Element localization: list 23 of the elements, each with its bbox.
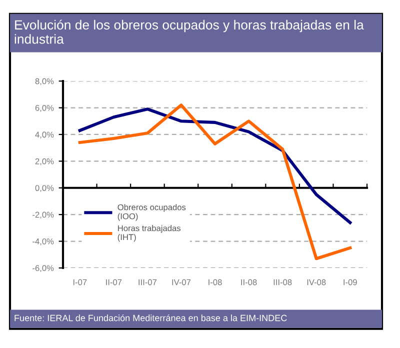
x-tick-label: III-07 — [138, 279, 157, 286]
y-tick-label: 8,0% — [35, 78, 54, 86]
legend-label: Horas trabajadas (IHT) — [118, 225, 181, 242]
legend-label: Obreros ocupados (IOO) — [118, 204, 186, 221]
y-tick-label: 4,0% — [35, 132, 54, 139]
source-note: Fuente: IERAL de Fundación Mediterránea en base a la EIM-INDEC — [14, 314, 287, 322]
x-tick-label: I-07 — [73, 279, 87, 286]
y-tick-label: 6,0% — [35, 104, 54, 112]
x-tick-label: II-07 — [106, 279, 122, 286]
line-series — [78, 104, 352, 260]
y-tick-label: 2,0% — [35, 158, 54, 166]
x-tick-label: II-08 — [241, 279, 257, 286]
line-series — [78, 108, 352, 224]
x-tick-label: I-08 — [208, 279, 222, 286]
x-tick-label: IV-08 — [307, 279, 326, 286]
y-tick-label: -6,0% — [32, 265, 54, 272]
x-tick-label: IV-07 — [172, 279, 191, 286]
y-tick-label: -2,0% — [32, 212, 54, 219]
x-tick-label: I-09 — [344, 279, 357, 286]
x-tick-label: III-08 — [274, 279, 292, 286]
y-tick-label: -4,0% — [32, 238, 54, 246]
chart-title: Evolución de los obreros ocupados y horas trabajadas en la industria — [14, 20, 364, 44]
y-tick-label: 0,0% — [35, 185, 54, 192]
